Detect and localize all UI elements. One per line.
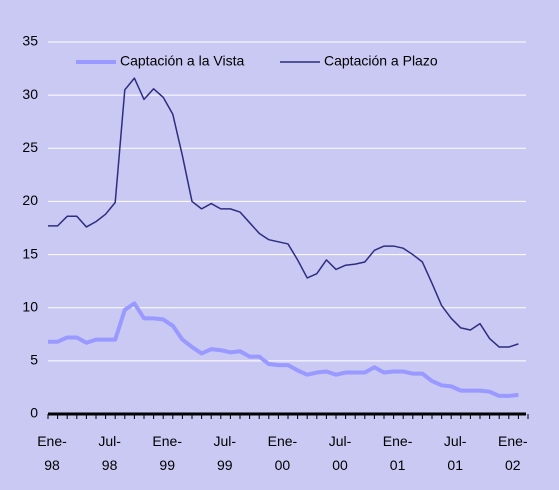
- legend-label: Captación a la Vista: [120, 53, 244, 69]
- y-tick-label: 0: [30, 405, 38, 421]
- y-tick-label: 15: [22, 245, 38, 261]
- y-tick-label: 5: [30, 352, 38, 368]
- x-tick-label: Jul-98: [98, 433, 121, 473]
- y-tick-label: 10: [22, 298, 38, 314]
- y-tick-label: 30: [22, 86, 38, 102]
- line-series: [48, 301, 519, 398]
- x-tick-label: Ene-00: [268, 433, 298, 473]
- legend-background: [72, 50, 472, 74]
- x-tick-label: Ene-99: [152, 433, 182, 473]
- x-tick-label: Jul-01: [444, 433, 467, 473]
- x-tick-label: Jul-00: [329, 433, 352, 473]
- line-series: [48, 77, 519, 348]
- x-tick-label: Ene-01: [383, 433, 413, 473]
- legend-label: Captación a Plazo: [324, 53, 438, 69]
- y-tick-label: 25: [22, 139, 38, 155]
- x-tick-label: Ene-02: [498, 433, 528, 473]
- y-tick-label: 20: [22, 192, 38, 208]
- x-tick-label: Ene-98: [37, 433, 67, 473]
- y-tick-label: 35: [22, 33, 38, 49]
- x-tick-label: Jul-99: [214, 433, 237, 473]
